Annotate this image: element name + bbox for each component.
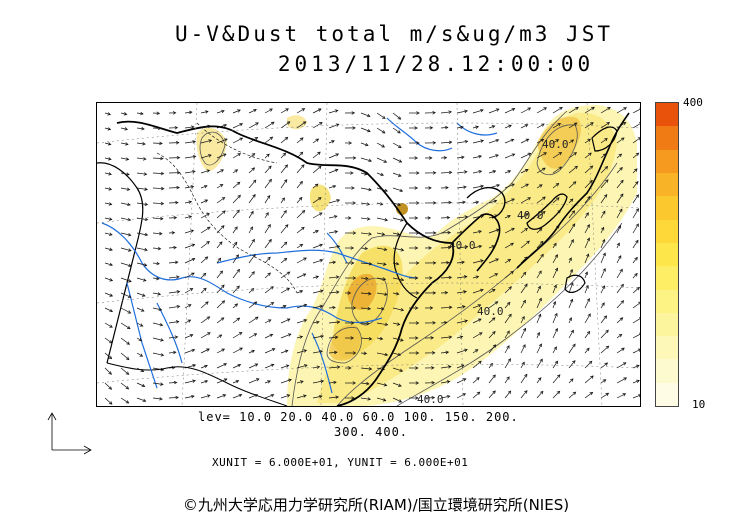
reference-vector-axes [47,412,92,455]
colorbar-swatch [656,312,678,337]
dust-wind-map: 40.0 40.0 40.0 40.0 40.0 [96,102,641,407]
contour-label: 40.0 [417,393,444,406]
colorbar-swatch [656,359,678,383]
colorbar-swatch [656,196,678,220]
colorbar-swatch [656,336,678,360]
contour-levels-line1: lev= 10.0 20.0 40.0 60.0 100. 150. 200. [198,410,519,424]
credit-line: ©九州大学応用力学研究所(RIAM)/国立環境研究所(NIES) [182,496,570,514]
dust-plumes [196,105,637,406]
colorbar-swatch [656,266,678,290]
contour-label: 40.0 [542,138,569,151]
contour-levels-line2: 300. 400. [334,425,409,439]
colorbar-swatch [656,219,678,243]
map-timestamp: 2013/11/28.12:00:00 [277,52,595,76]
colorbar-swatch [656,103,678,127]
map-canvas: 40.0 40.0 40.0 40.0 40.0 [97,103,640,406]
colorbar-swatch [656,289,678,313]
colorbar-swatch [656,382,678,407]
contour-label: 40.0 [517,209,544,222]
contour-label: 40.0 [449,239,476,252]
map-title: U-V&Dust total m/s&ug/m3 JST [174,22,613,46]
colorbar-swatch [656,126,678,150]
lat-lon-grid [97,103,640,406]
colorbar-max-label: 400 [683,96,703,109]
wind-vector-field [104,106,640,405]
colorbar-swatch [656,242,678,267]
colorbar-swatch [656,172,678,197]
dust-contours [199,110,623,406]
colorbar [655,102,679,407]
colorbar-swatch [656,149,678,173]
colorbar-min-label: 10 [692,398,706,411]
contour-label: 40.0 [477,305,504,318]
unit-scale: XUNIT = 6.000E+01, YUNIT = 6.000E+01 [212,456,469,469]
